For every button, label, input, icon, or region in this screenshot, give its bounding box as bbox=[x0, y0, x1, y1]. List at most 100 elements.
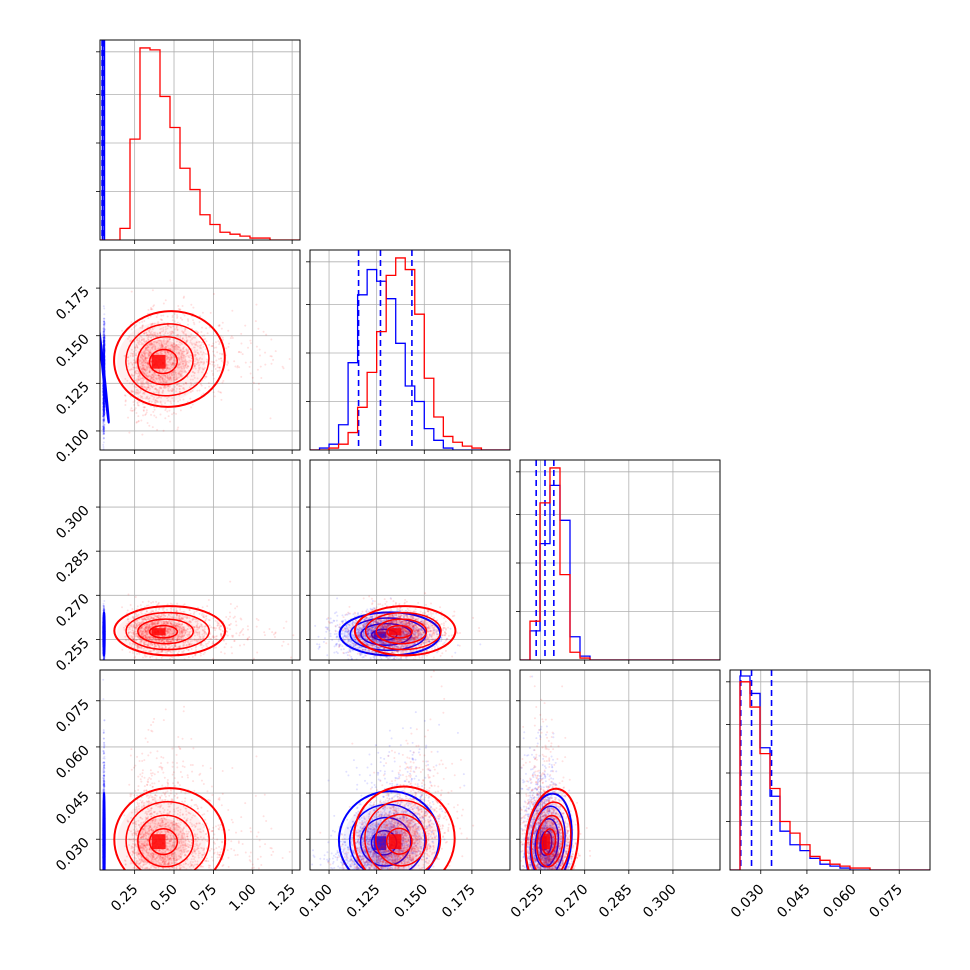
sample-point-blue bbox=[102, 345, 105, 348]
sample-point-blue bbox=[102, 349, 105, 352]
sample-point-blue bbox=[102, 433, 105, 436]
sample-point-red bbox=[162, 302, 165, 305]
sample-point-blue bbox=[102, 348, 105, 351]
sample-point-blue bbox=[102, 344, 105, 347]
histogram-red bbox=[520, 467, 720, 660]
sample-point-red bbox=[255, 345, 258, 348]
sample-point-red bbox=[144, 413, 147, 416]
sample-point-red bbox=[222, 338, 225, 341]
sample-point-red bbox=[145, 409, 148, 412]
sample-point-blue bbox=[103, 418, 106, 421]
sample-point-red bbox=[201, 311, 204, 314]
sample-point-blue bbox=[102, 401, 105, 404]
sample-point-red bbox=[236, 365, 239, 368]
sample-point-blue bbox=[103, 404, 106, 407]
sample-point-blue bbox=[102, 393, 105, 396]
sample-point-blue bbox=[103, 352, 106, 355]
sample-point-blue bbox=[102, 432, 105, 435]
sample-point-blue bbox=[102, 330, 105, 333]
sample-point-red bbox=[303, 334, 305, 336]
x-tick-label: 0.030 bbox=[728, 882, 768, 922]
sample-point-blue bbox=[102, 418, 105, 421]
sample-point-blue bbox=[103, 414, 106, 417]
sample-point-red bbox=[254, 320, 257, 323]
sample-point-red bbox=[195, 334, 198, 337]
sample-point-blue bbox=[102, 403, 105, 406]
sample-point-blue bbox=[103, 412, 106, 415]
sample-point-blue bbox=[102, 407, 105, 410]
sample-point-red bbox=[183, 295, 186, 298]
sample-point-blue bbox=[102, 353, 105, 356]
sample-point-red bbox=[164, 299, 167, 302]
sample-point-blue bbox=[103, 411, 106, 414]
sample-point-red bbox=[203, 334, 206, 337]
sample-point-blue bbox=[102, 400, 105, 403]
histogram-group bbox=[730, 670, 930, 870]
sample-point-blue bbox=[103, 348, 106, 351]
sample-point-red bbox=[160, 314, 163, 317]
sample-point-red bbox=[208, 385, 211, 388]
sample-point-blue bbox=[103, 350, 106, 353]
sample-point-red bbox=[221, 353, 224, 356]
sample-point-blue bbox=[102, 332, 105, 335]
sample-point-red bbox=[233, 360, 236, 363]
sample-point-red bbox=[264, 363, 267, 366]
sample-point-blue bbox=[103, 349, 106, 352]
sample-point-blue bbox=[102, 352, 105, 355]
sample-point-blue bbox=[103, 407, 106, 410]
sample-point-red bbox=[200, 384, 203, 387]
sample-point-blue bbox=[102, 349, 105, 352]
sample-point-blue bbox=[103, 408, 106, 411]
sample-point-red bbox=[177, 426, 180, 429]
sample-point-red bbox=[164, 417, 167, 420]
sample-point-blue bbox=[103, 404, 106, 407]
sample-point-blue bbox=[102, 397, 105, 400]
sample-point-blue bbox=[103, 661, 105, 663]
sample-point-blue bbox=[103, 348, 106, 351]
sample-point-blue bbox=[102, 406, 105, 409]
sample-point-blue bbox=[102, 394, 105, 397]
sample-point-red bbox=[204, 387, 207, 390]
sample-point-blue bbox=[102, 405, 105, 408]
sample-point-blue bbox=[103, 356, 106, 359]
sample-point-red bbox=[270, 338, 273, 341]
sample-point-blue bbox=[102, 393, 105, 396]
sample-point-red bbox=[215, 346, 218, 349]
sample-point-red bbox=[237, 351, 240, 354]
sample-point-blue bbox=[102, 348, 105, 351]
sample-point-blue bbox=[102, 405, 105, 408]
sample-point-blue bbox=[103, 342, 106, 345]
sample-point-red bbox=[208, 343, 211, 346]
sample-point-red bbox=[212, 391, 215, 394]
sample-point-red bbox=[150, 413, 153, 416]
sample-point-blue bbox=[102, 345, 105, 348]
sample-point-red bbox=[186, 318, 189, 321]
sample-point-red bbox=[175, 314, 178, 317]
sample-point-blue bbox=[102, 401, 105, 404]
sample-point-blue bbox=[102, 397, 105, 400]
sample-point-red bbox=[219, 352, 222, 355]
sample-point-red bbox=[209, 311, 212, 314]
sample-point-red bbox=[217, 340, 220, 343]
sample-point-blue bbox=[103, 400, 106, 403]
sample-point-red bbox=[130, 321, 133, 324]
sample-point-red bbox=[192, 319, 195, 322]
sample-point-red bbox=[210, 370, 213, 373]
sample-point-red bbox=[212, 293, 215, 296]
sample-point-blue bbox=[102, 344, 105, 347]
sample-point-blue bbox=[103, 327, 106, 330]
sample-point-red bbox=[221, 336, 224, 339]
sample-point-red bbox=[189, 397, 192, 400]
sample-point-blue bbox=[102, 333, 105, 336]
sample-point-blue bbox=[102, 418, 105, 421]
sample-point-blue bbox=[103, 336, 106, 339]
sample-point-blue bbox=[103, 418, 106, 421]
sample-point-red bbox=[244, 324, 247, 327]
sample-point-red bbox=[212, 350, 215, 353]
sample-point-blue bbox=[103, 405, 106, 408]
sample-point-blue bbox=[102, 339, 105, 342]
sample-point-blue bbox=[102, 403, 105, 406]
sample-point-blue bbox=[102, 348, 105, 351]
panel-border bbox=[309, 249, 511, 451]
